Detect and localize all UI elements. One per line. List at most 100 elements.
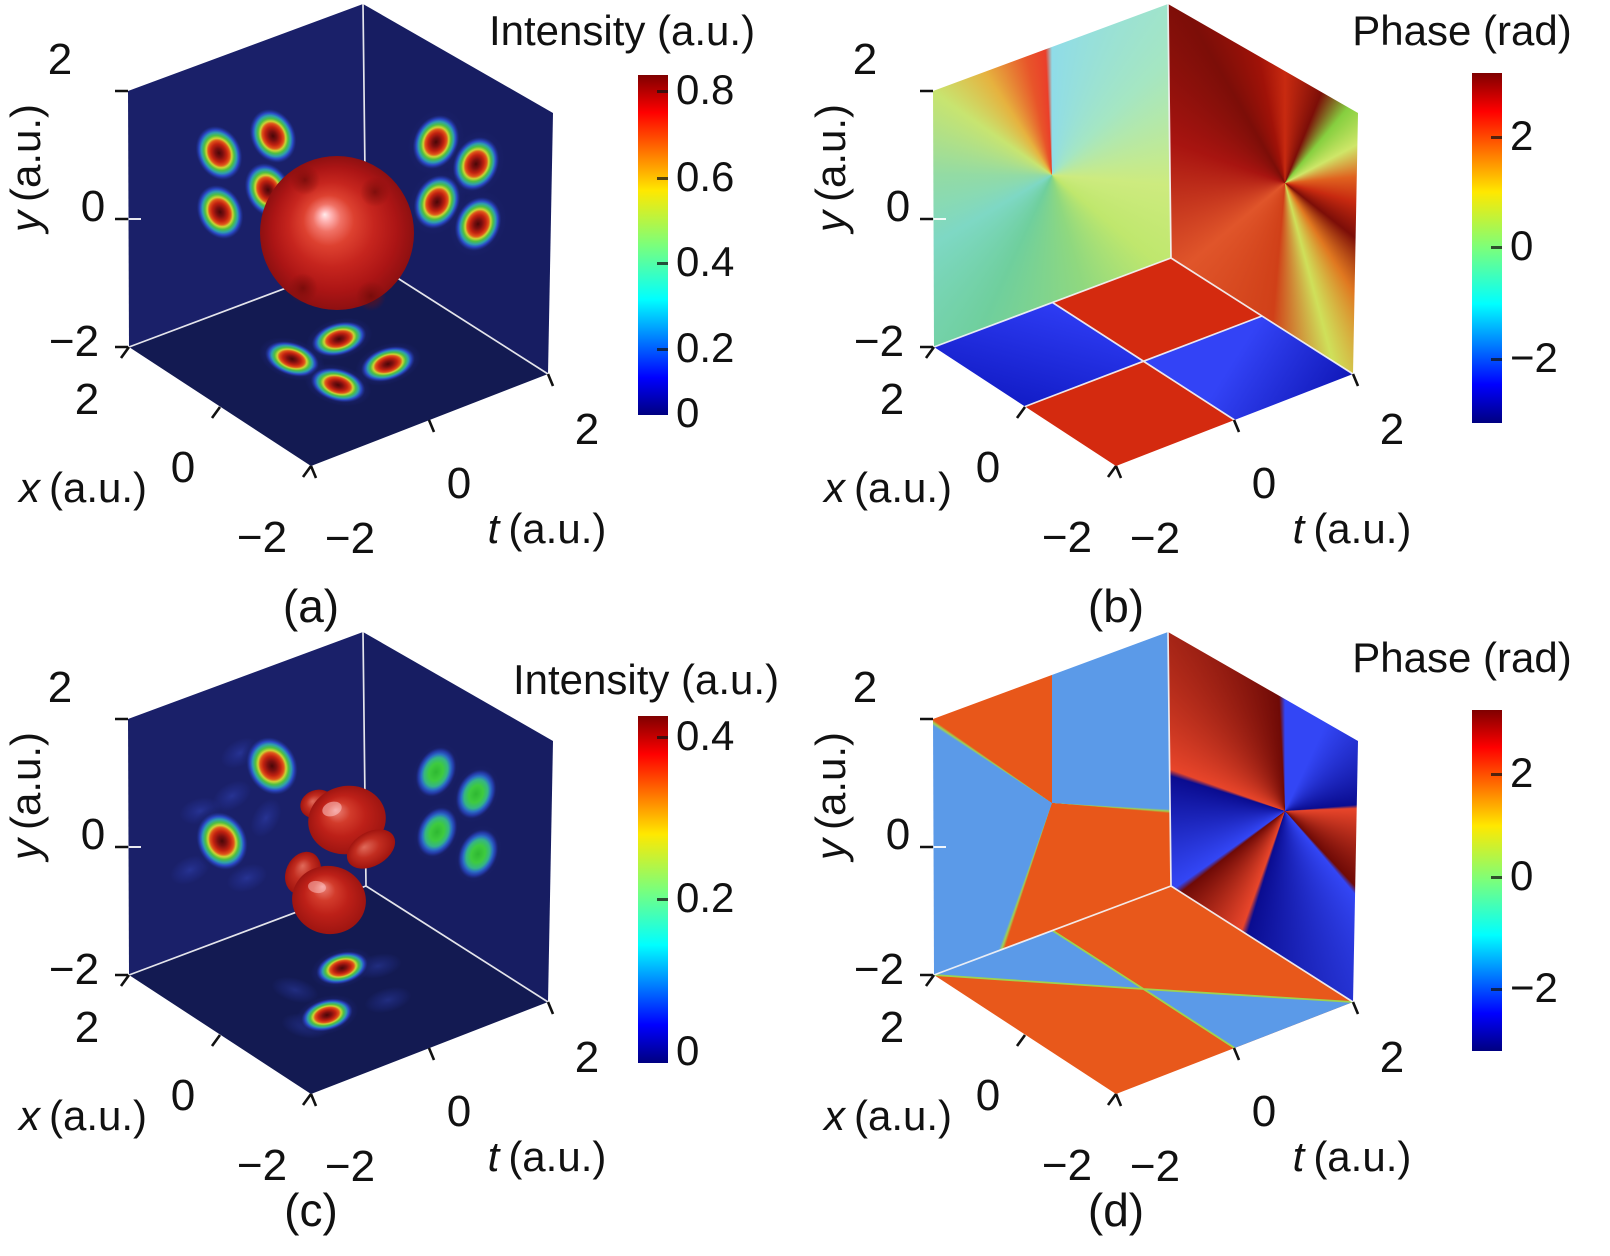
t-tick: 0 (1251, 459, 1277, 508)
xt-floor-phase (933, 886, 1354, 1094)
colorbar-title: Intensity (a.u.) (488, 7, 756, 54)
t-tick: 0 (1251, 1087, 1277, 1136)
t-tick: 2 (1379, 1033, 1405, 1082)
colorbar-tick-label: 0 (1510, 222, 1534, 269)
y-axis-letter: y (807, 839, 854, 861)
t-axis-letter: t (487, 1133, 500, 1180)
colorbar-tick (1491, 876, 1502, 879)
colorbar-tick (657, 262, 668, 265)
axis-ticks (920, 717, 1360, 1107)
t-tick: 2 (574, 405, 600, 454)
y-axis-units: (a.u.) (807, 731, 854, 831)
x-axis-label: x (a.u.) (824, 1095, 952, 1137)
colorbar-tick (657, 90, 668, 93)
colorbar-tick-label: 2 (1510, 749, 1534, 796)
panel-a: 2 0 −2 y(a.u.) 2 0 −2 x (a.u.) −2 0 2 t (a… (0, 0, 805, 629)
t-axis-units: (a.u.) (508, 505, 607, 552)
y-axis-units: (a.u.) (807, 103, 854, 203)
colorbar-tick-label: 0.6 (676, 153, 735, 200)
colorbar-tick (657, 898, 668, 901)
colorbar-tick (1491, 136, 1502, 139)
isosurface-sphere (260, 156, 414, 311)
colorbar (1472, 710, 1502, 1051)
yt-wall-spots (412, 743, 502, 883)
isosurface-lobes (285, 785, 396, 935)
y-axis-units: (a.u.) (2, 731, 49, 831)
x-tick: 2 (879, 375, 905, 424)
y-axis-letter: y (2, 211, 49, 233)
t-axis-letter: t (487, 505, 500, 552)
y-tick: 0 (885, 810, 911, 859)
colorbar (638, 75, 668, 415)
y-axis-letter: y (807, 211, 854, 233)
colorbar-tick-label: 0 (676, 1027, 700, 1074)
colorbar-title: Phase (rad) (1352, 7, 1572, 54)
colorbar-tick-label: 0.4 (676, 712, 735, 759)
colorbar-title: Intensity (a.u.) (512, 656, 780, 703)
t-axis-label: t (a.u.) (1293, 508, 1412, 550)
y-axis-label: y (a.u.) (2, 731, 49, 860)
t-axis-letter: t (1292, 505, 1305, 552)
colorbar-tick (657, 177, 668, 180)
t-axis-units: (a.u.) (1313, 1133, 1412, 1180)
x-axis-units: (a.u.) (48, 1092, 148, 1139)
colorbar-tick-label: 0.2 (676, 324, 735, 371)
x-axis-label: x (a.u.) (19, 467, 147, 509)
y-tick: 0 (80, 810, 106, 859)
x-tick: −2 (236, 513, 288, 562)
t-tick: −2 (1129, 1142, 1181, 1191)
cube-plot-c (115, 631, 555, 1107)
y-tick: 2 (852, 35, 878, 84)
colorbar-tick (1491, 773, 1502, 776)
y-axis-label: y (a.u.) (807, 731, 854, 861)
x-axis-units: (a.u.) (48, 464, 148, 511)
x-axis-units: (a.u.) (853, 1092, 953, 1139)
t-axis-units: (a.u.) (508, 1133, 607, 1180)
t-axis-label: t (a.u.) (488, 508, 607, 550)
floor-zero-lines (933, 929, 1354, 1049)
y-tick: 0 (885, 182, 911, 231)
floor-blue-triangle-left (934, 930, 1144, 989)
y-tick: −2 (853, 945, 905, 994)
y-tick: −2 (48, 945, 100, 994)
colorbar-tick (1491, 988, 1502, 991)
x-tick: 2 (879, 1003, 905, 1052)
x-axis-letter: x (823, 1092, 845, 1139)
t-tick: 0 (446, 459, 472, 508)
y-tick: 2 (47, 35, 73, 84)
colorbar-tick-label: 0 (1510, 852, 1534, 899)
cube-plot-b (920, 3, 1360, 479)
colorbar-title: Phase (rad) (1352, 634, 1572, 681)
t-tick: 0 (446, 1087, 472, 1136)
t-tick: −2 (324, 514, 376, 563)
x-axis-letter: x (18, 464, 40, 511)
colorbar-tick-label: −2 (1510, 334, 1558, 381)
axis-ticks (115, 717, 555, 1107)
xt-floor (129, 258, 548, 466)
panel-d: 2 0 −2 y(a.u.) 2 0 −2 x (a.u.) −2 0 2 t (a… (805, 628, 1610, 1256)
panel-c: 2 0 −2 y(a.u.) 2 0 −2 x (a.u.) −2 0 2 t (a… (0, 628, 805, 1256)
colorbar-tick-label: 0 (676, 389, 700, 436)
colorbar-tick (657, 736, 668, 739)
t-tick: 2 (1379, 405, 1405, 454)
y-tick: −2 (853, 317, 905, 366)
colorbar-tick-label: 0.8 (676, 66, 735, 113)
y-tick: −2 (48, 317, 100, 366)
xt-floor-spots (259, 317, 421, 407)
panel-label: (c) (284, 1184, 338, 1236)
y-axis-label: y (a.u.) (807, 103, 854, 233)
t-tick: −2 (324, 1142, 376, 1191)
y-tick: 2 (47, 663, 73, 712)
x-tick: 2 (74, 375, 100, 424)
y-axis-units: (a.u.) (2, 103, 49, 203)
t-axis-units: (a.u.) (1313, 505, 1412, 552)
colorbar-tick-label: 0.4 (676, 238, 735, 285)
t-tick: −2 (1129, 514, 1181, 563)
x-axis-label: x (a.u.) (19, 1095, 147, 1137)
t-axis-label: t (a.u.) (488, 1136, 607, 1178)
colorbar (1472, 73, 1502, 423)
floor-blue-triangle-right (1143, 989, 1353, 1048)
x-tick: −2 (236, 1141, 288, 1190)
cube-edges (933, 631, 1354, 1003)
x-axis-units: (a.u.) (853, 464, 953, 511)
